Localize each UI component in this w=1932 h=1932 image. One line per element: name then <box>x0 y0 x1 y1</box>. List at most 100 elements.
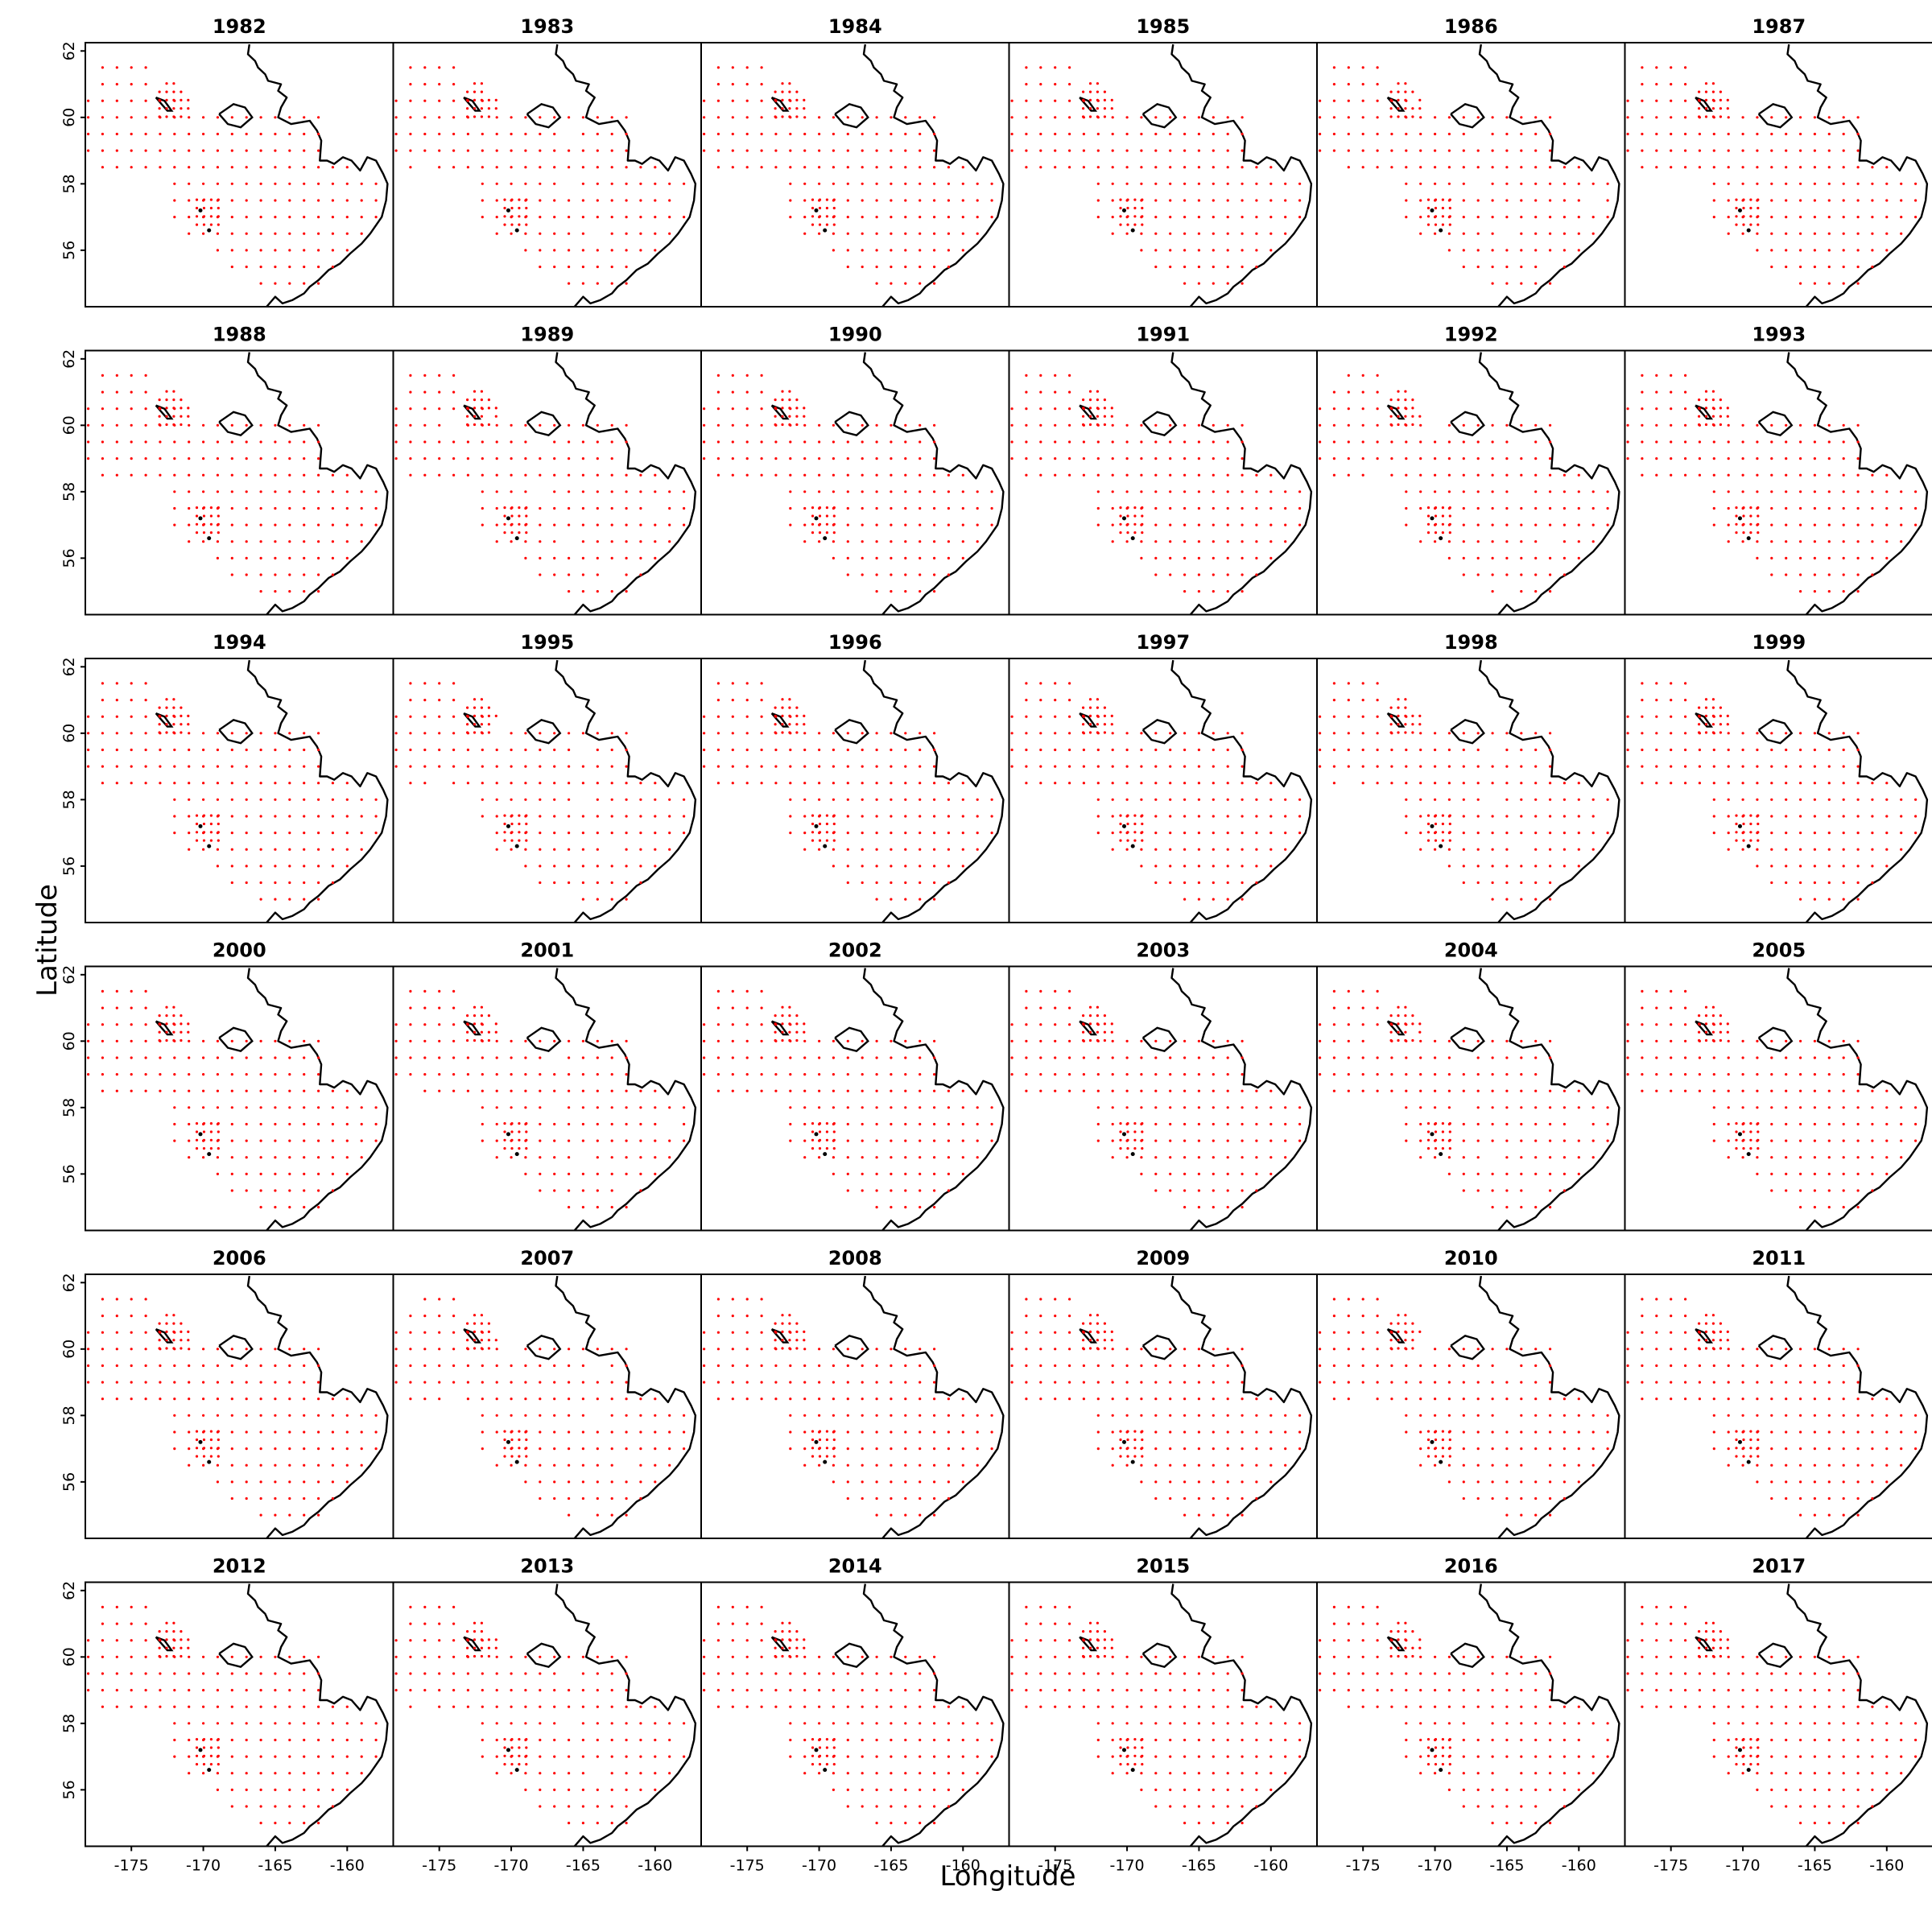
station-point <box>1770 490 1773 493</box>
station-point <box>781 407 784 410</box>
coastline <box>246 968 389 1231</box>
station-point <box>217 814 220 817</box>
station-point <box>259 1089 262 1092</box>
station-point <box>1655 732 1658 735</box>
station-point <box>195 531 199 535</box>
station-point <box>1405 199 1408 202</box>
station-point <box>1827 149 1831 152</box>
station-point <box>130 473 133 477</box>
station-point <box>165 390 168 393</box>
station-point <box>1332 715 1335 718</box>
station-point <box>510 1089 513 1092</box>
station-point <box>1505 1089 1509 1092</box>
station-point <box>1756 249 1759 252</box>
station-point <box>933 832 936 835</box>
station-point <box>1856 590 1860 593</box>
station-point <box>1684 83 1687 86</box>
station-point <box>861 832 864 835</box>
station-point <box>919 166 922 169</box>
station-point <box>288 573 291 576</box>
station-point <box>1626 132 1629 136</box>
station-point <box>1082 98 1085 101</box>
station-point <box>173 1122 176 1126</box>
station-point <box>1441 198 1444 201</box>
station-point <box>1332 1023 1335 1026</box>
station-point <box>553 490 556 493</box>
station-point <box>781 1030 784 1034</box>
station-point <box>581 573 584 576</box>
station-point <box>473 1038 477 1042</box>
station-point <box>1900 540 1903 543</box>
station-point <box>818 839 822 842</box>
station-point <box>581 490 584 493</box>
station-point <box>1197 865 1200 868</box>
station-point <box>1226 523 1229 526</box>
station-point <box>1520 732 1523 735</box>
station-point <box>209 206 213 210</box>
island-mark <box>1121 1132 1126 1137</box>
station-point <box>1447 232 1451 235</box>
station-point <box>172 698 175 701</box>
station-point <box>861 473 864 477</box>
station-point <box>1411 723 1414 726</box>
station-point <box>1096 115 1099 118</box>
station-point <box>195 1147 199 1150</box>
station-point <box>774 440 778 444</box>
station-point <box>1404 82 1407 85</box>
station-point <box>1082 782 1085 785</box>
island-outline <box>1450 411 1485 437</box>
station-point <box>875 423 878 427</box>
station-point <box>919 556 922 559</box>
station-point <box>1068 682 1071 685</box>
station-point <box>1770 1172 1773 1175</box>
station-point <box>1226 265 1229 269</box>
panel-1993: 1993 <box>1624 324 1932 616</box>
station-point <box>481 748 484 752</box>
station-point <box>331 782 334 785</box>
station-point <box>1419 166 1422 169</box>
station-point <box>1626 149 1629 152</box>
station-point <box>1025 1006 1028 1009</box>
station-point <box>1563 199 1566 202</box>
station-point <box>1670 1006 1673 1009</box>
station-point <box>1842 423 1845 427</box>
station-point <box>1025 715 1028 718</box>
station-point <box>1448 814 1451 817</box>
station-point <box>503 1130 506 1133</box>
station-point <box>303 590 306 593</box>
station-point <box>1885 523 1889 526</box>
station-point <box>288 1139 291 1142</box>
station-point <box>1111 116 1114 119</box>
station-point <box>933 216 936 219</box>
station-point <box>524 490 527 493</box>
station-point <box>360 1106 363 1109</box>
station-point <box>1426 514 1430 518</box>
station-point <box>1577 506 1580 510</box>
station-point <box>245 573 248 576</box>
station-point <box>202 765 205 768</box>
station-point <box>510 232 513 235</box>
station-point <box>1549 182 1552 185</box>
station-point <box>525 522 528 526</box>
station-point <box>1154 573 1158 576</box>
island-outline <box>1079 404 1098 420</box>
station-point <box>1010 149 1013 152</box>
station-point <box>158 407 161 410</box>
station-point <box>1670 699 1673 702</box>
station-point <box>1698 1030 1701 1034</box>
station-point <box>1520 249 1523 252</box>
station-point <box>158 723 161 726</box>
station-point <box>303 1172 306 1175</box>
station-point <box>1842 881 1845 885</box>
station-point <box>1563 1139 1566 1142</box>
station-point <box>1871 182 1874 185</box>
station-point <box>1799 782 1802 785</box>
station-point <box>904 1039 907 1042</box>
station-point <box>1241 490 1244 493</box>
station-point <box>947 782 950 785</box>
station-point <box>1169 1039 1172 1042</box>
station-point <box>466 1073 469 1076</box>
station-point <box>1842 1172 1845 1175</box>
station-point <box>1212 1206 1215 1209</box>
station-point <box>1742 1130 1745 1133</box>
